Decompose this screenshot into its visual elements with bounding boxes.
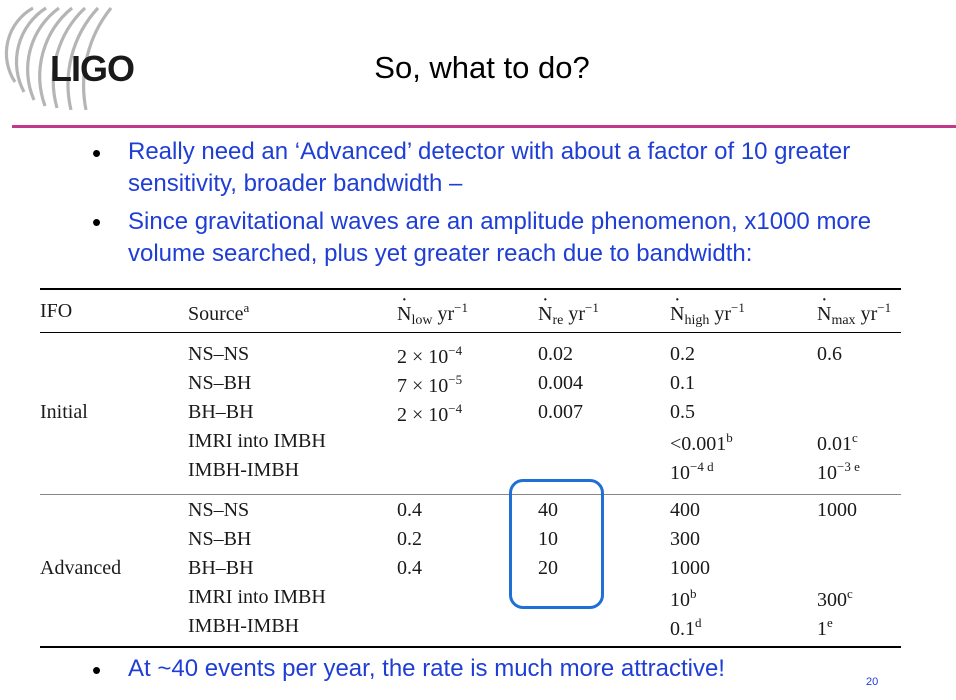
ligo-logo-arcs — [4, 6, 113, 110]
ligo-logo: LIGO — [50, 48, 135, 89]
table-cell-n-max: 10−3 e — [817, 459, 860, 484]
header-n-low: Nlow yr−1 — [397, 300, 468, 329]
event-rate-table: IFO Sourcea Nlow yr−1 Nre yr−1 Nhigh yr−… — [40, 288, 901, 650]
table-cell-source: IMBH-IMBH — [188, 615, 300, 637]
bullet-text-3: At ~40 events per year, the rate is much… — [128, 655, 725, 682]
table-cell-n-low: 0.4 — [397, 557, 422, 579]
table-group-separator — [40, 494, 901, 495]
table-cell-n-re: 10 — [538, 528, 558, 550]
table-cell-source: NS–BH — [188, 372, 252, 394]
table-cell-n-max: 1000 — [817, 499, 857, 521]
table-cell-n-high: 300 — [670, 528, 700, 550]
table-cell-source: IMRI into IMBH — [188, 430, 326, 452]
table-cell-source: BH–BH — [188, 557, 254, 579]
table-top-rule — [40, 288, 901, 290]
title-divider — [12, 125, 956, 128]
table-cell-source: NS–BH — [188, 528, 252, 550]
table-cell-n-re: 20 — [538, 557, 558, 579]
table-cell-n-low: 0.2 — [397, 528, 422, 550]
ifo-advanced: Advanced — [40, 557, 122, 579]
page-number: 20 — [866, 676, 879, 688]
table-cell-n-re: 40 — [538, 499, 558, 521]
table-cell-n-high: 1000 — [670, 557, 710, 579]
table-cell-n-re: 0.007 — [538, 401, 583, 423]
table-cell-n-low: 2 × 10−4 — [397, 343, 463, 368]
table-cell-n-low: 0.4 — [397, 499, 422, 521]
table-cell-n-re: 0.004 — [538, 372, 583, 394]
table-cell-n-high: 10b — [670, 586, 697, 611]
header-n-max: Nmax yr−1 — [817, 300, 891, 329]
table-cell-n-high: 0.5 — [670, 401, 695, 423]
bullet-marker: • — [92, 138, 102, 168]
table-cell-n-high: 10−4 d — [670, 459, 714, 484]
header-source: Sourcea — [188, 300, 250, 325]
n-re-advanced-highlight — [509, 479, 604, 609]
table-cell-n-max: 1e — [817, 615, 833, 640]
ifo-initial: Initial — [40, 401, 88, 423]
table-cell-n-high: 0.2 — [670, 343, 695, 365]
header-n-re: Nre yr−1 — [538, 300, 599, 329]
header-n-high: Nhigh yr−1 — [670, 300, 745, 329]
table-cell-n-re: 0.02 — [538, 343, 573, 365]
table-bottom-rule — [40, 646, 901, 648]
bullet-marker: • — [92, 207, 102, 237]
table-cell-source: NS–NS — [188, 499, 250, 521]
table-cell-n-low: 2 × 10−4 — [397, 401, 463, 426]
table-cell-n-max: 0.6 — [817, 343, 842, 365]
bullet-text-1: Really need an ‘Advanced’ detector with … — [128, 138, 851, 197]
table-cell-source: IMRI into IMBH — [188, 586, 326, 608]
slide-title: So, what to do? — [374, 50, 590, 85]
table-cell-n-high: 400 — [670, 499, 700, 521]
table-cell-n-max: 300c — [817, 586, 853, 611]
bullet-marker: • — [92, 655, 102, 685]
table-cell-source: IMBH-IMBH — [188, 459, 300, 481]
table-cell-n-max: 0.01c — [817, 430, 858, 455]
table-cell-n-high: 0.1 — [670, 372, 695, 394]
header-ifo: IFO — [40, 300, 73, 322]
table-header-rule — [40, 332, 901, 333]
table-cell-n-high: 0.1d — [670, 615, 702, 640]
table-cell-n-low: 7 × 10−5 — [397, 372, 463, 397]
table-cell-n-high: <0.001b — [670, 430, 733, 455]
bullet-text-2: Since gravitational waves are an amplitu… — [128, 208, 872, 267]
table-cell-source: NS–NS — [188, 343, 250, 365]
table-cell-source: BH–BH — [188, 401, 254, 423]
